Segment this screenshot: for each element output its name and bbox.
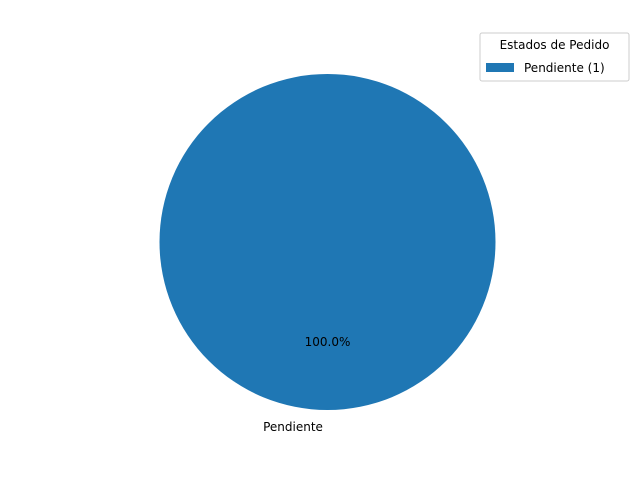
legend-entry-label: Pendiente (1) <box>524 61 605 75</box>
legend: Estados de Pedido Pendiente (1) <box>479 32 630 82</box>
slice-label: Pendiente <box>263 420 323 434</box>
slice-percent-label: 100.0% <box>305 335 351 349</box>
slices-layer <box>159 74 496 410</box>
legend-frame <box>479 32 630 82</box>
pie-slice-pendiente <box>159 74 496 410</box>
legend-swatch <box>486 63 514 72</box>
labels-layer: Pendiente 100.0% <box>263 335 350 434</box>
legend-title: Estados de Pedido <box>500 38 610 52</box>
